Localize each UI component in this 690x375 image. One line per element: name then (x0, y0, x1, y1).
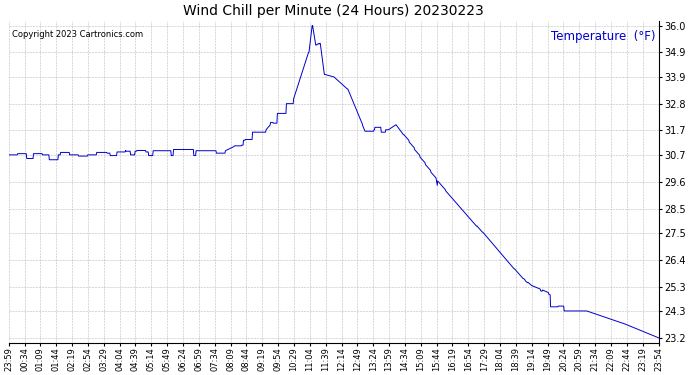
Text: Copyright 2023 Cartronics.com: Copyright 2023 Cartronics.com (12, 30, 143, 39)
Title: Wind Chill per Minute (24 Hours) 20230223: Wind Chill per Minute (24 Hours) 2023022… (184, 4, 484, 18)
Text: Temperature  (°F): Temperature (°F) (551, 30, 656, 44)
